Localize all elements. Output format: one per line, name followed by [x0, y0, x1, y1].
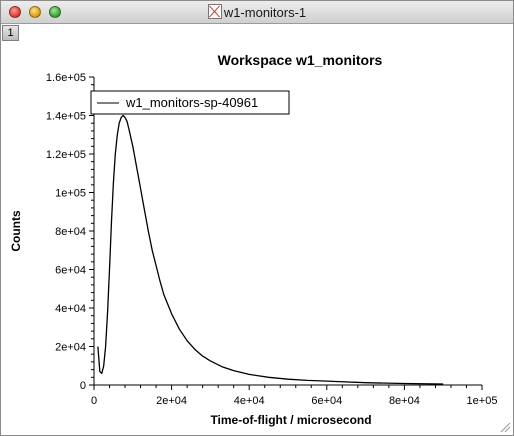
y-tick-label: 8e+04 — [55, 226, 86, 238]
series-group — [98, 116, 443, 385]
x-tick-label: 8e+04 — [389, 395, 420, 407]
plot-canvas[interactable]: Workspace w1_monitors Counts Time-of-fli… — [1, 25, 513, 435]
x-tick-label: 1e+05 — [467, 395, 498, 407]
y-tick-label: 2e+04 — [55, 342, 86, 354]
y-tick-label: 0 — [80, 380, 86, 392]
y-axis-label: Counts — [9, 210, 23, 252]
title-bar[interactable]: w1-monitors-1 — [1, 1, 513, 24]
series-line-0 — [98, 116, 443, 385]
x-tick-label: 4e+04 — [234, 395, 265, 407]
y-tick-label: 1.2e+05 — [46, 149, 86, 161]
x-ticks-group: 0 2e+04 4e+04 6e+04 8e+04 1e+05 — [91, 385, 498, 407]
document-icon — [208, 4, 222, 19]
window-title-container: w1-monitors-1 — [1, 4, 513, 20]
legend[interactable]: w1_monitors-sp-40961 — [91, 91, 289, 114]
y-ticks-group: 0 2e+04 4e+04 6e+04 8e+04 1e+05 1.2e+05 1.4e+05… — [46, 72, 94, 392]
y-tick-label: 1.4e+05 — [46, 111, 86, 123]
y-tick-label: 1.6e+05 — [46, 72, 86, 84]
legend-label: w1_monitors-sp-40961 — [125, 95, 258, 110]
x-tick-label: 6e+04 — [311, 395, 342, 407]
x-axis-label: Time-of-flight / microsecond — [210, 413, 371, 427]
y-tick-label: 4e+04 — [55, 303, 86, 315]
resize-grip-icon[interactable] — [499, 421, 511, 433]
y-tick-label: 6e+04 — [55, 265, 86, 277]
x-tick-label: 0 — [91, 395, 97, 407]
x-tick-label: 2e+04 — [156, 395, 187, 407]
y-tick-label: 1e+05 — [55, 188, 86, 200]
plot-title: Workspace w1_monitors — [218, 52, 383, 68]
window-title: w1-monitors-1 — [224, 5, 306, 20]
